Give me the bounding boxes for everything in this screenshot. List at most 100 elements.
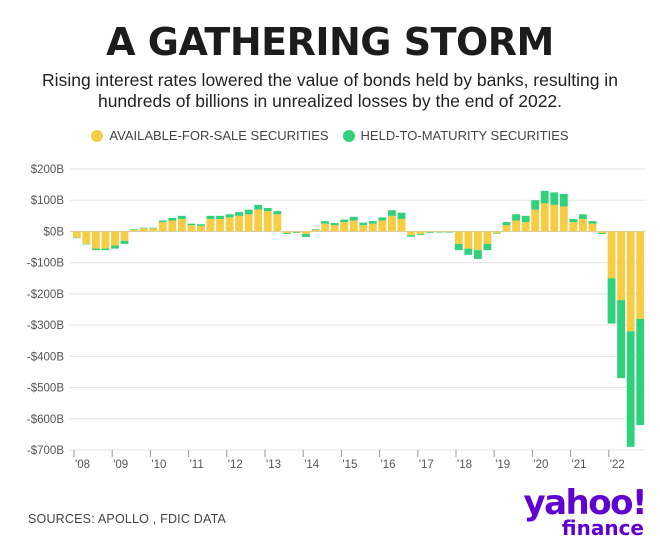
- bar-htm: [588, 221, 597, 224]
- bar-afs: [550, 204, 559, 232]
- bar-htm: [235, 212, 244, 216]
- bar-afs: [569, 222, 578, 232]
- bar-afs: [235, 215, 244, 232]
- bar-htm: [626, 331, 635, 447]
- chart-title: A GATHERING STORM: [106, 20, 554, 64]
- bar-htm: [579, 214, 587, 219]
- bar-afs: [464, 231, 473, 249]
- x-tick-label: '19: [495, 459, 510, 471]
- legend-item-htm: HELD-TO-MATURITY SECURITIES: [342, 128, 569, 143]
- bar-htm: [378, 217, 387, 221]
- bar-afs: [512, 220, 520, 232]
- x-tick-label: '11: [190, 459, 204, 471]
- bar-htm: [407, 235, 415, 237]
- logo-sub-text: finance: [561, 516, 644, 540]
- bar-htm: [502, 222, 511, 226]
- legend-swatch-afs: [91, 129, 104, 142]
- x-tick-label: '09: [113, 459, 128, 471]
- bar-htm: [493, 233, 501, 234]
- bar-htm: [130, 229, 138, 230]
- bar-htm: [454, 243, 463, 251]
- bar-htm: [139, 227, 148, 229]
- bar-htm: [416, 233, 425, 235]
- bar-afs: [72, 231, 81, 238]
- bar-afs: [225, 217, 234, 232]
- yahoo-finance-logo: yahoo! finance: [523, 486, 647, 540]
- bar-htm: [120, 240, 129, 244]
- bar-afs: [330, 225, 339, 232]
- y-tick-label: -$200B: [27, 289, 64, 301]
- bar-htm: [473, 250, 482, 259]
- bar-htm: [101, 248, 110, 251]
- bar-htm: [225, 214, 234, 218]
- bar-htm: [254, 204, 263, 210]
- bar-afs: [302, 231, 310, 234]
- bar-htm: [397, 212, 406, 219]
- bar-htm: [187, 223, 196, 226]
- bar-htm: [168, 218, 177, 221]
- bar-afs: [263, 211, 272, 232]
- bar-afs: [273, 214, 282, 232]
- bar-htm: [340, 219, 349, 223]
- bar-htm: [244, 209, 253, 215]
- bar-afs: [311, 229, 320, 232]
- bar-afs: [579, 218, 587, 232]
- bar-htm: [206, 215, 215, 219]
- bar-htm: [636, 318, 645, 426]
- bar-afs: [340, 222, 349, 232]
- bar-afs: [435, 231, 444, 233]
- bar-htm: [111, 245, 119, 249]
- bar-htm: [512, 214, 520, 221]
- bar-htm: [550, 192, 559, 205]
- bar-afs: [101, 231, 110, 249]
- y-tick-label: $200B: [31, 164, 65, 176]
- bar-htm: [91, 248, 100, 251]
- y-tick-label: -$100B: [27, 258, 64, 270]
- bar-afs: [139, 228, 148, 232]
- bar-htm: [302, 233, 310, 238]
- x-tick-label: '10: [151, 459, 166, 471]
- x-tick-label: '18: [457, 459, 472, 471]
- legend-label-afs: AVAILABLE-FOR-SALE SECURITIES: [109, 128, 329, 143]
- bar-afs: [216, 218, 224, 232]
- bar-htm: [368, 221, 377, 224]
- bar-htm: [569, 218, 578, 223]
- x-tick-label: '12: [228, 459, 243, 471]
- bar-afs: [130, 229, 138, 232]
- x-tick-label: '17: [419, 459, 434, 471]
- bar-htm: [521, 215, 530, 223]
- y-tick-label: -$400B: [27, 351, 64, 363]
- x-tick-label: '21: [572, 459, 587, 471]
- bar-htm: [445, 232, 454, 233]
- bar-afs: [473, 231, 482, 251]
- bar-afs: [397, 218, 406, 232]
- bar-afs: [349, 220, 358, 232]
- bar-afs: [388, 215, 396, 232]
- bar-afs: [559, 206, 568, 232]
- bar-htm: [598, 233, 606, 234]
- bar-htm: [149, 227, 158, 229]
- bar-afs: [149, 228, 158, 232]
- bar-htm: [282, 233, 291, 234]
- bar-htm: [349, 216, 358, 221]
- bar-htm: [359, 222, 368, 226]
- bar-afs: [483, 231, 492, 244]
- x-tick-label: '20: [533, 459, 548, 471]
- bar-htm: [435, 232, 444, 233]
- bar-afs: [158, 222, 167, 232]
- bar-afs: [531, 209, 540, 232]
- x-tick-label: '14: [304, 459, 320, 471]
- bar-afs: [493, 231, 501, 234]
- bar-htm: [263, 208, 272, 212]
- legend-label-htm: HELD-TO-MATURITY SECURITIES: [360, 128, 569, 143]
- bar-afs: [416, 231, 425, 234]
- bar-afs: [359, 225, 368, 232]
- bar-afs: [292, 231, 301, 233]
- bar-htm: [464, 248, 473, 255]
- bar-htm: [559, 193, 568, 207]
- bar-htm: [273, 211, 282, 215]
- bar-htm: [216, 215, 224, 219]
- bar-htm: [617, 300, 626, 379]
- bar-htm: [330, 223, 339, 226]
- bar-afs: [197, 225, 205, 232]
